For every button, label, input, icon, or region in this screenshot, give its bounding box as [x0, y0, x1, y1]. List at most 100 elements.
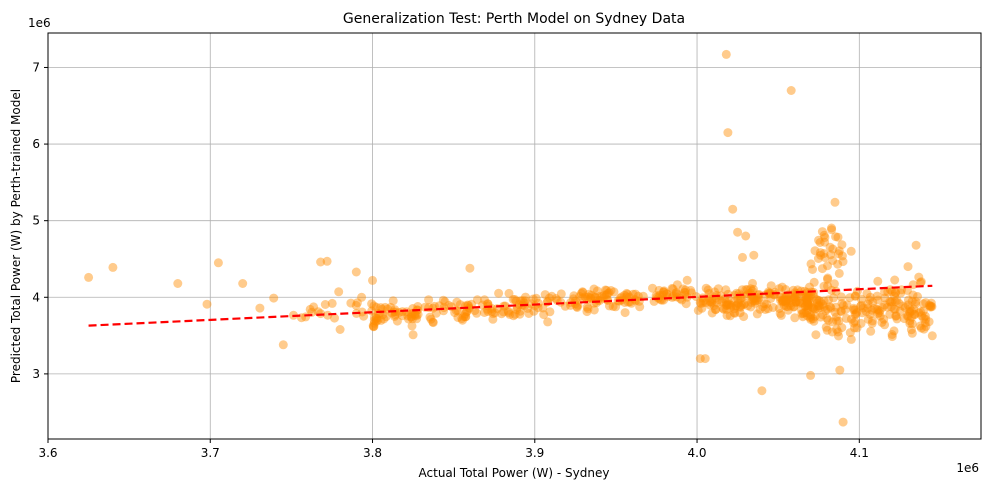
scatter-point: [599, 290, 609, 300]
scatter-point: [885, 309, 895, 319]
x-axis-offset-label: 1e6: [956, 461, 979, 475]
scatter-point: [863, 314, 873, 324]
scatter-point: [428, 317, 438, 327]
scatter-point: [403, 311, 413, 321]
scatter-point: [842, 300, 852, 310]
plot-frame: [47, 32, 982, 440]
scatter-point: [776, 310, 786, 320]
scatter-point: [819, 249, 829, 258]
scatter-point: [852, 323, 862, 333]
scatter-point: [828, 256, 838, 265]
scatter-point: [880, 300, 890, 310]
scatter-point: [809, 277, 819, 287]
scatter-point: [766, 281, 776, 291]
scatter-point: [817, 264, 827, 274]
scatter-point: [589, 284, 599, 294]
scatter-point: [376, 315, 386, 325]
scatter-point: [515, 306, 525, 316]
scatter-point: [346, 298, 356, 308]
scatter-point: [828, 244, 838, 254]
scatter-point: [810, 246, 820, 256]
scatter-point: [369, 322, 378, 332]
scatter-point: [865, 295, 875, 305]
scatter-point: [872, 304, 882, 314]
scatter-point: [407, 314, 417, 324]
scatter-point: [768, 303, 778, 312]
scatter-point: [823, 273, 833, 283]
scatter-point: [752, 296, 761, 306]
scatter-point: [672, 289, 682, 299]
scatter-point: [737, 285, 747, 295]
scatter-point: [807, 302, 817, 312]
scatter-point: [695, 354, 705, 364]
scatter-point: [918, 299, 928, 309]
scatter-point: [453, 313, 463, 322]
scatter-point: [834, 316, 844, 326]
scatter-point: [809, 316, 819, 326]
scatter-point: [815, 303, 824, 313]
scatter-point: [617, 292, 627, 302]
trend-line-group: [88, 284, 933, 327]
scatter-point: [691, 292, 701, 302]
scatter-point: [572, 302, 582, 312]
scatter-point: [711, 293, 721, 303]
scatter-point: [528, 294, 538, 304]
scatter-point: [800, 308, 809, 318]
scatter-point: [440, 297, 450, 307]
scatter-point: [728, 204, 738, 214]
scatter-point: [798, 308, 808, 318]
scatter-point: [707, 298, 716, 308]
scatter-point: [907, 296, 917, 306]
scatter-point: [516, 296, 526, 306]
scatter-point: [805, 313, 815, 323]
scatter-point: [838, 301, 848, 310]
scatter-point: [540, 290, 550, 300]
scatter-point: [802, 297, 812, 307]
scatter-point: [887, 332, 897, 342]
scatter-point: [905, 308, 915, 318]
scatter-point: [524, 309, 534, 318]
scatter-point: [783, 302, 793, 312]
scatter-point: [543, 317, 553, 327]
scatter-point: [858, 303, 868, 313]
scatter-point: [916, 307, 925, 317]
scatter-point: [873, 305, 883, 315]
scatter-point: [705, 300, 715, 310]
scatter-point: [720, 294, 730, 304]
scatter-point: [831, 312, 841, 322]
scatter-point: [583, 304, 593, 314]
scatter-point: [926, 301, 936, 311]
scatter-point: [852, 308, 862, 317]
scatter-point: [810, 311, 820, 321]
scatter-point: [380, 302, 390, 312]
scatter-point: [530, 301, 540, 311]
scatter-point: [875, 311, 885, 321]
scatter-point: [655, 290, 665, 300]
scatter-point: [334, 287, 344, 297]
scatter-point: [551, 294, 561, 303]
scatter-point: [764, 288, 774, 298]
scatter-point: [556, 289, 566, 299]
scatter-point: [731, 300, 741, 310]
scatter-point: [801, 291, 811, 301]
scatter-point: [867, 318, 877, 328]
scatter-point: [820, 253, 830, 262]
scatter-point: [628, 289, 638, 299]
scatter-point: [849, 303, 859, 313]
scatter-point: [278, 340, 288, 350]
scatter-point: [500, 301, 510, 311]
scatter-point: [369, 318, 379, 328]
scatter-point: [726, 300, 736, 310]
y-axis-ticks: 3 4 5 6 7: [32, 60, 48, 381]
scatter-point: [397, 311, 407, 321]
scatter-point: [600, 285, 610, 295]
scatter-point: [731, 301, 741, 311]
scatter-point: [890, 297, 900, 306]
scatter-point: [672, 280, 682, 290]
scatter-point: [544, 293, 554, 303]
scatter-point: [709, 301, 719, 311]
scatter-point: [754, 293, 764, 303]
scatter-point: [411, 311, 421, 321]
scatter-point: [879, 314, 889, 324]
scatter-point: [717, 297, 727, 307]
